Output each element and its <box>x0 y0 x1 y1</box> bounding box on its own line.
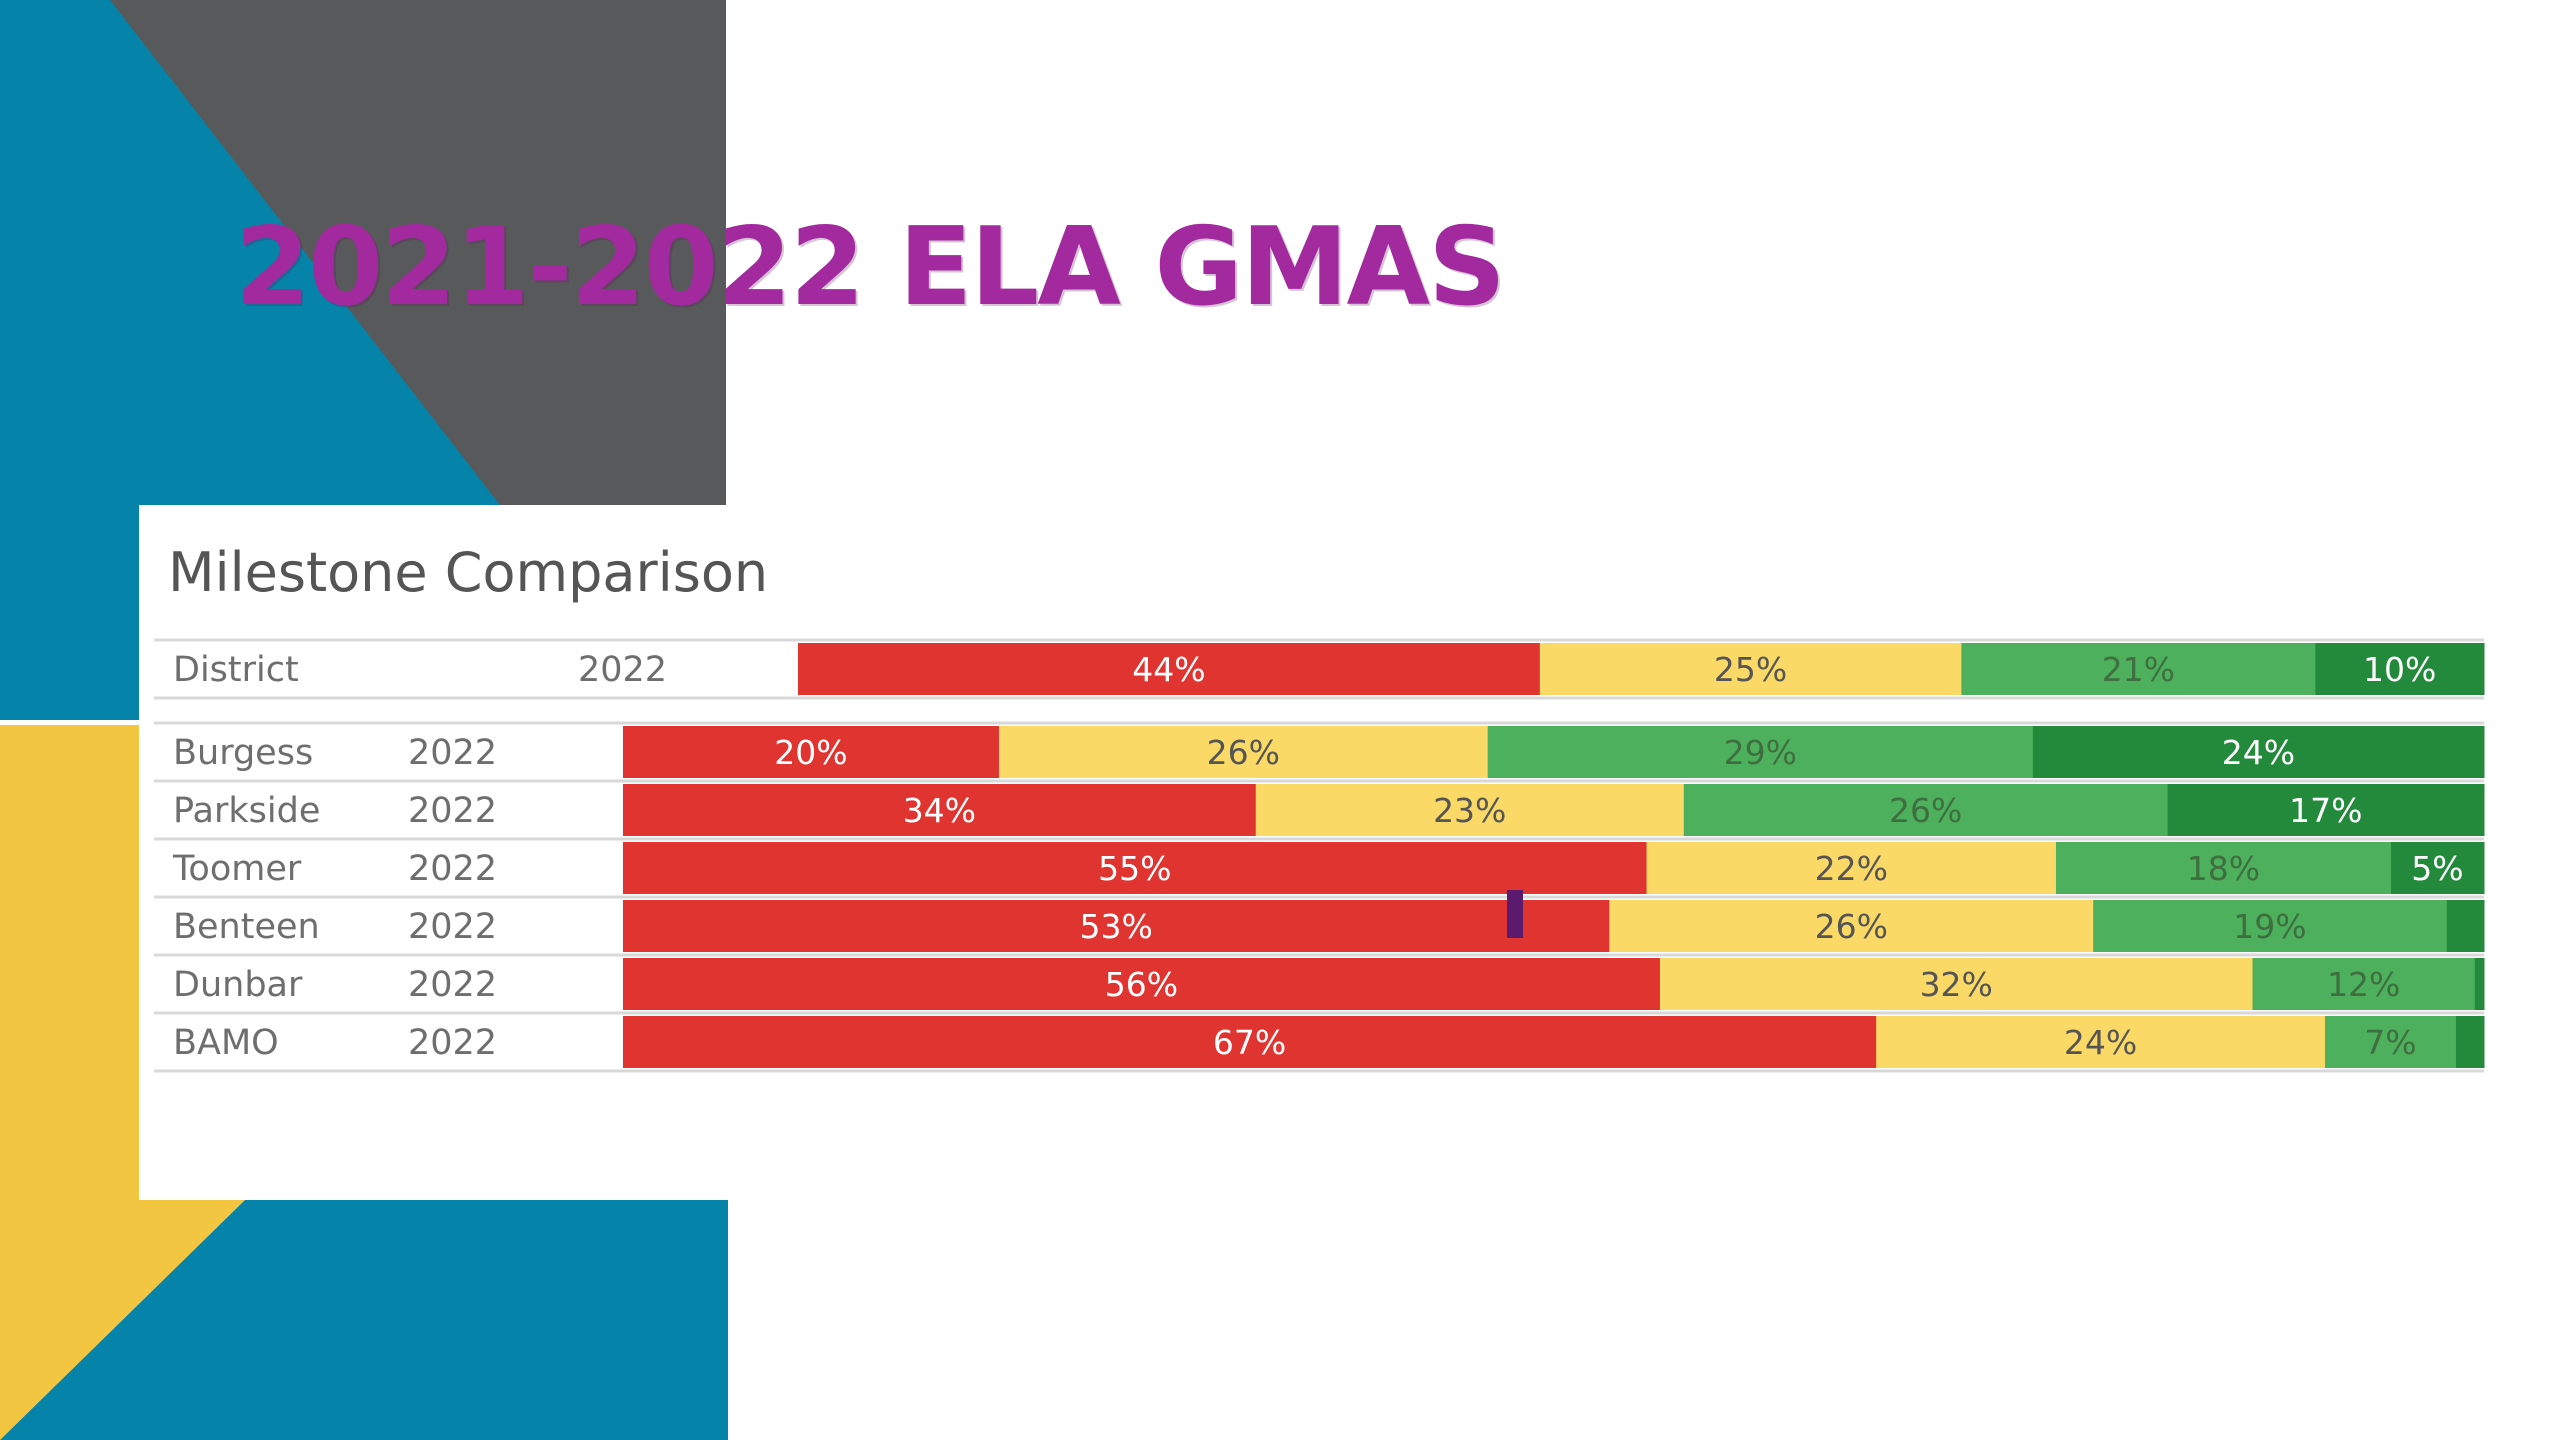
data-label: 55% <box>1098 849 1171 888</box>
bar-segment <box>1683 784 2169 836</box>
bar-segment <box>623 842 1648 894</box>
data-label: 26% <box>1815 907 1888 946</box>
data-label: 34% <box>903 791 976 830</box>
data-label: 26% <box>1889 791 1962 830</box>
data-label: 22% <box>1815 849 1888 888</box>
stacked-bar-chart: District 2022 44% 25% 21% 10% Burgess 2022 20% 26… <box>154 638 2485 1073</box>
row-group: Burgess 2022 20% 26% 29% 24% Parkside 2022 34% 23… <box>154 721 2485 1073</box>
bar-segment <box>2315 643 2485 695</box>
table-row: Dunbar 2022 56% 32% 12% <box>154 958 2485 1015</box>
row-year-label: 2022 <box>408 965 497 1005</box>
gray-block-shape <box>110 0 726 505</box>
bar-segment <box>623 958 1661 1010</box>
bar-segment <box>1646 842 2057 894</box>
data-label: 29% <box>1724 733 1797 772</box>
data-label: 12% <box>2327 965 2400 1004</box>
data-label: 56% <box>1105 965 1178 1004</box>
chart-title: Milestone Comparison <box>168 541 769 604</box>
bar-segment <box>1539 643 1962 695</box>
row-name-label: Toomer <box>172 849 302 889</box>
bar-segment <box>2474 958 2485 1010</box>
data-label: 21% <box>2102 650 2175 689</box>
bar-segment <box>1659 958 2254 1010</box>
bar-segment <box>2032 726 2485 778</box>
bar-segment <box>1876 1016 2326 1068</box>
row-name-label: Dunbar <box>173 965 303 1005</box>
bar-segment <box>2167 784 2485 836</box>
teal-corner-shape <box>0 0 540 720</box>
data-label: 26% <box>1207 733 1280 772</box>
data-label: 32% <box>1920 965 1993 1004</box>
teal-bottom-shape <box>0 1200 728 1440</box>
data-label: 44% <box>1132 650 1205 689</box>
table-row: Toomer 2022 55% 22% 18% 5% <box>154 842 2485 899</box>
data-label: 24% <box>2064 1023 2137 1062</box>
bar-segment <box>2455 1016 2485 1068</box>
data-label: 24% <box>2222 733 2295 772</box>
bar-segment <box>2093 900 2448 952</box>
row-name-label: Burgess <box>173 733 313 773</box>
row-name-label: Parkside <box>173 791 320 831</box>
cursor-icon <box>1507 890 1523 938</box>
bar-segment <box>1255 784 1685 836</box>
bar-segment <box>798 643 1541 695</box>
bar-segment <box>623 1016 1877 1068</box>
data-label: 5% <box>2411 849 2463 888</box>
data-label: 19% <box>2233 907 2306 946</box>
row-year-label: 2022 <box>408 849 497 889</box>
bar-segment <box>1487 726 2034 778</box>
bar-segment <box>2390 842 2485 894</box>
bar-segment <box>2055 842 2392 894</box>
bar-segment <box>623 726 1000 778</box>
data-label: 17% <box>2289 791 2362 830</box>
chart-panel: Milestone Comparison District 2022 44% 25% 2… <box>139 505 2500 1200</box>
row-name-label: Benteen <box>173 907 320 947</box>
table-row: Parkside 2022 34% 23% 26% 17% <box>154 784 2485 841</box>
bar-segment <box>623 900 1610 952</box>
data-label: 23% <box>1433 791 1506 830</box>
yellow-block-shape <box>0 725 245 1440</box>
row-group: District 2022 44% 25% 21% 10% <box>154 638 2485 700</box>
bar-segment <box>1609 900 2094 952</box>
row-year-label: 2022 <box>578 650 667 690</box>
bar-segment <box>2325 1016 2457 1068</box>
table-row: Benteen 2022 53% 26% 19% <box>154 900 2485 957</box>
table-row: BAMO 2022 67% 24% 7% <box>154 1016 2485 1073</box>
bar-segment <box>998 726 1489 778</box>
bar-segment <box>623 784 1257 836</box>
data-label: 7% <box>2364 1023 2416 1062</box>
row-name-label: BAMO <box>173 1023 279 1063</box>
table-row: Burgess 2022 20% 26% 29% 24% <box>154 726 2485 783</box>
data-label: 53% <box>1079 907 1152 946</box>
bar-segment <box>1961 643 2316 695</box>
row-name-label: District <box>173 650 299 690</box>
row-year-label: 2022 <box>408 1023 497 1063</box>
data-label: 67% <box>1213 1023 1286 1062</box>
data-label: 25% <box>1714 650 1787 689</box>
bar-segment <box>2446 900 2485 952</box>
cursor-marker <box>1507 890 1523 938</box>
row-year-label: 2022 <box>408 791 497 831</box>
slide-title: 2021-2022 ELA GMAS <box>235 205 1506 330</box>
bar-segment <box>2252 958 2476 1010</box>
table-row: District 2022 44% 25% 21% 10% <box>154 643 2485 700</box>
data-label: 20% <box>774 733 847 772</box>
data-label: 10% <box>2363 650 2436 689</box>
data-label: 18% <box>2187 849 2260 888</box>
row-year-label: 2022 <box>408 733 497 773</box>
row-year-label: 2022 <box>408 907 497 947</box>
